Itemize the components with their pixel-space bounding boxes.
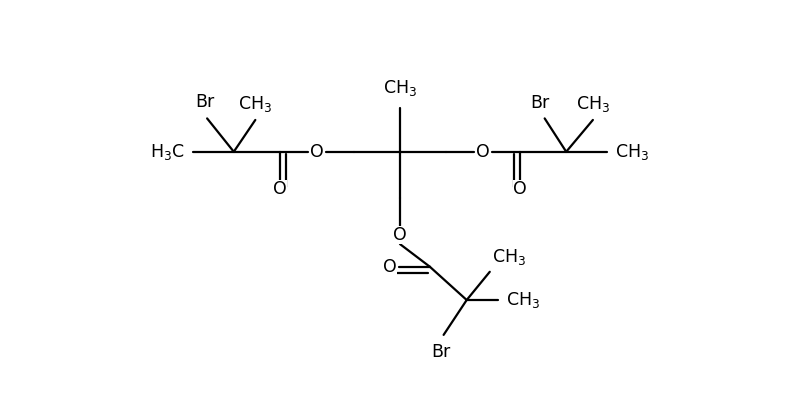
Text: CH$_3$: CH$_3$ [238,94,272,114]
Text: O: O [310,143,324,161]
Text: CH$_3$: CH$_3$ [492,247,526,267]
Text: O: O [476,143,490,161]
Text: CH$_3$: CH$_3$ [506,290,540,310]
Text: Br: Br [530,94,549,112]
Text: CH$_3$: CH$_3$ [383,78,417,98]
Text: H$_3$C: H$_3$C [150,142,185,162]
Text: O: O [383,258,397,275]
Text: CH$_3$: CH$_3$ [576,94,610,114]
Text: Br: Br [431,343,450,361]
Text: Br: Br [195,93,214,111]
Text: O: O [513,180,527,198]
Text: CH$_3$: CH$_3$ [615,142,649,162]
Text: O: O [273,180,287,198]
Text: O: O [393,226,407,244]
